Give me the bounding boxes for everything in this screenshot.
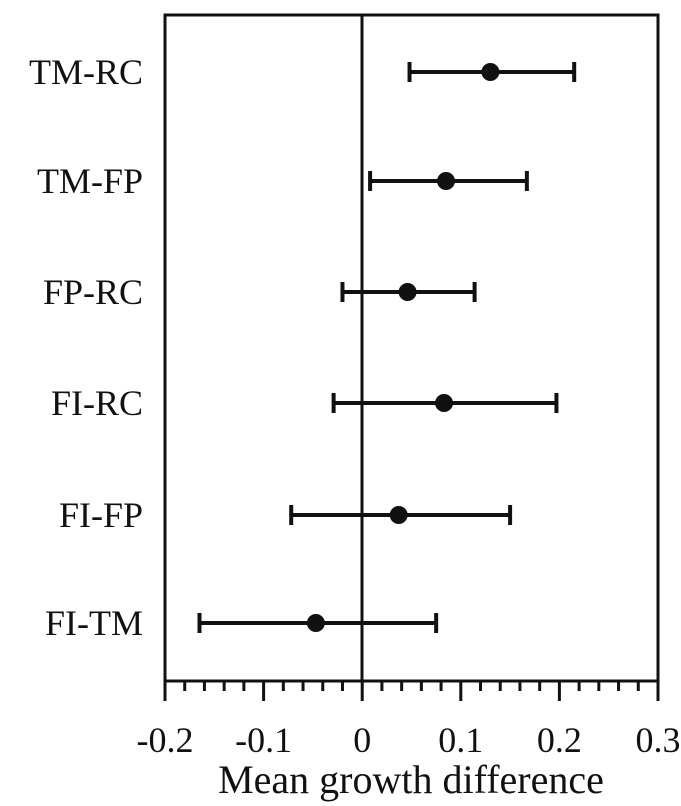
plot-frame bbox=[163, 13, 660, 683]
x-tick-label: 0 bbox=[353, 720, 371, 760]
forest-row bbox=[407, 62, 577, 82]
x-tick-label: -0.1 bbox=[235, 720, 292, 760]
forest-row bbox=[289, 505, 513, 525]
forest-row bbox=[368, 171, 529, 191]
x-axis-tick-labels: -0.2 -0.1 0 0.1 0.2 0.3 bbox=[137, 720, 681, 760]
row-label: TM-FP bbox=[37, 161, 143, 201]
forest-rows bbox=[197, 62, 577, 633]
mean-point bbox=[437, 172, 456, 190]
x-tick-label: 0.3 bbox=[636, 720, 681, 760]
mean-point bbox=[435, 394, 454, 412]
forest-row bbox=[340, 282, 477, 302]
row-label: FI-FP bbox=[59, 495, 143, 535]
row-labels: TM-RC TM-FP FP-RC FI-RC FI-FP FI-TM bbox=[29, 52, 143, 643]
row-label: TM-RC bbox=[29, 52, 143, 92]
x-tick-label: 0.2 bbox=[537, 720, 582, 760]
x-tick-label: 0.1 bbox=[438, 720, 483, 760]
mean-point bbox=[306, 614, 325, 632]
row-label: FP-RC bbox=[43, 272, 143, 312]
x-tick-label: -0.2 bbox=[137, 720, 194, 760]
mean-point bbox=[481, 63, 500, 81]
row-label: FI-RC bbox=[51, 383, 143, 423]
x-axis-ticks bbox=[163, 681, 660, 701]
row-label: FI-TM bbox=[45, 603, 143, 643]
mean-point bbox=[389, 506, 408, 524]
forest-row bbox=[197, 613, 439, 633]
x-axis-title: Mean growth difference bbox=[218, 757, 604, 802]
forest-row bbox=[331, 393, 559, 413]
mean-point bbox=[398, 283, 417, 301]
